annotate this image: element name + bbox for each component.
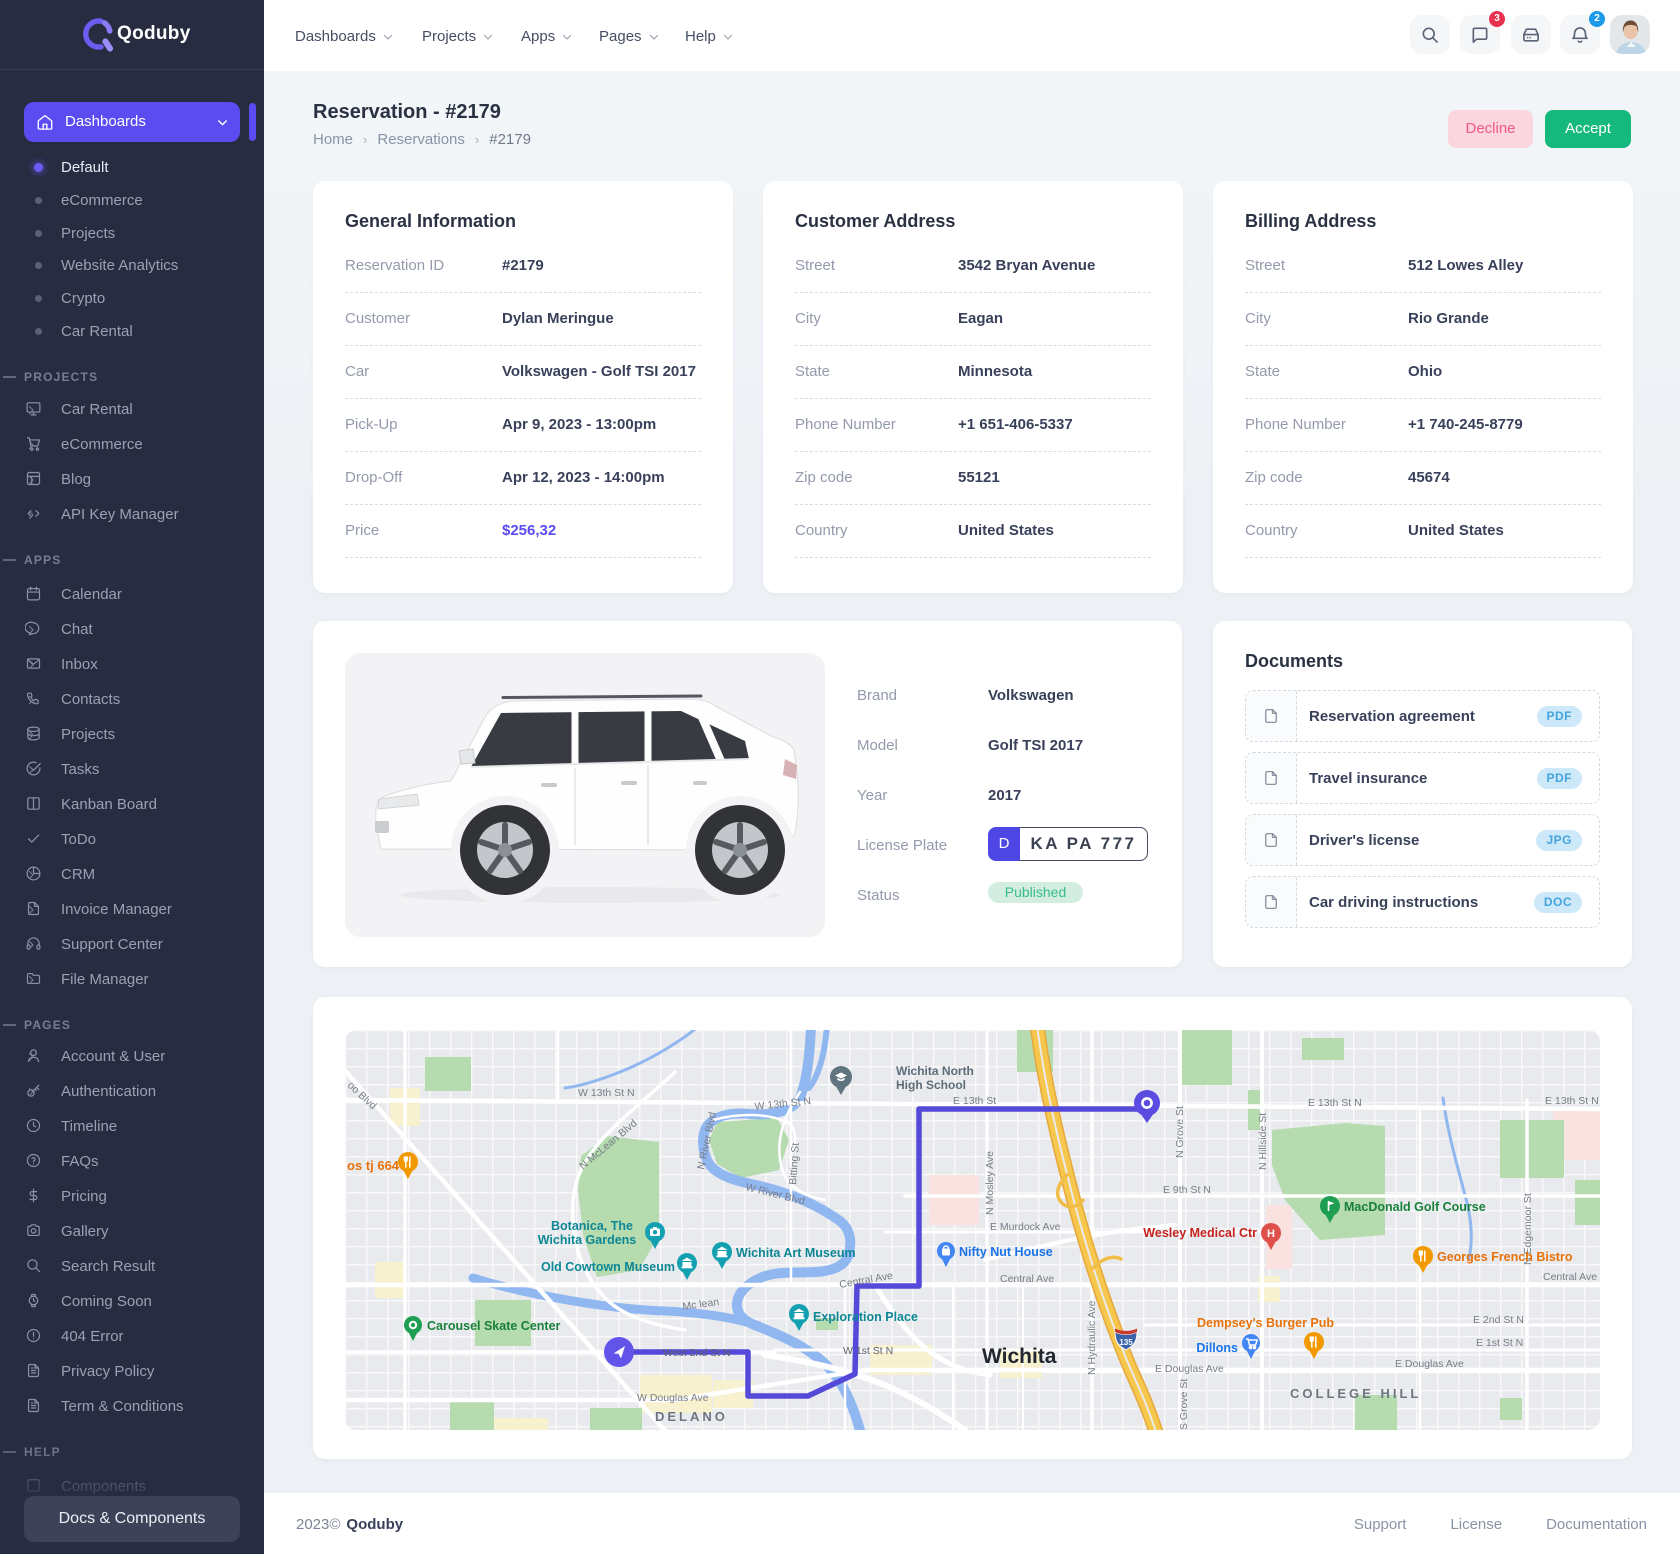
svg-text:135: 135	[1119, 1338, 1133, 1347]
svg-text:E 9th St N: E 9th St N	[1163, 1184, 1211, 1196]
svg-text:Wesley Medical Ctr: Wesley Medical Ctr	[1143, 1226, 1257, 1240]
svg-text:Wichita North: Wichita North	[896, 1064, 974, 1078]
svg-text:High School: High School	[896, 1078, 966, 1092]
svg-text:Georges French Bistro: Georges French Bistro	[1437, 1250, 1573, 1264]
svg-text:E 13th St: E 13th St	[953, 1095, 996, 1107]
svg-text:Central Ave: Central Ave	[1000, 1273, 1054, 1285]
svg-text:MacDonald Golf Course: MacDonald Golf Course	[1344, 1200, 1486, 1214]
svg-text:Exploration Place: Exploration Place	[813, 1310, 918, 1324]
svg-text:COLLEGE HILL: COLLEGE HILL	[1290, 1386, 1421, 1401]
svg-text:W 13th St N: W 13th St N	[578, 1087, 635, 1099]
svg-text:N Grove St: N Grove St	[1174, 1106, 1186, 1158]
svg-text:H: H	[1267, 1228, 1275, 1240]
svg-text:N Mosley Ave: N Mosley Ave	[984, 1151, 996, 1215]
svg-text:W Douglas Ave: W Douglas Ave	[637, 1392, 709, 1404]
svg-text:E 2nd St N: E 2nd St N	[1473, 1314, 1524, 1326]
svg-text:E Murdock Ave: E Murdock Ave	[990, 1221, 1061, 1233]
svg-text:E 13th St N: E 13th St N	[1545, 1095, 1599, 1107]
svg-text:Mc lean: Mc lean	[682, 1296, 720, 1313]
svg-text:W 1st St N: W 1st St N	[843, 1345, 893, 1357]
svg-text:Old Cowtown Museum: Old Cowtown Museum	[541, 1260, 675, 1274]
svg-text:Botanica, The: Botanica, The	[551, 1219, 633, 1233]
svg-text:W 13th St N: W 13th St N	[754, 1095, 812, 1113]
svg-text:West 2nd St N: West 2nd St N	[663, 1347, 731, 1359]
svg-text:N Hydraulic Ave: N Hydraulic Ave	[1086, 1300, 1098, 1375]
svg-text:E Douglas Ave: E Douglas Ave	[1155, 1363, 1224, 1375]
svg-text:Wichita Art Museum: Wichita Art Museum	[736, 1246, 856, 1260]
svg-text:Bitting St: Bitting St	[787, 1142, 802, 1185]
svg-text:DELANO: DELANO	[655, 1409, 728, 1424]
svg-text:Dempsey's Burger Pub: Dempsey's Burger Pub	[1197, 1316, 1334, 1330]
svg-text:Nifty Nut House: Nifty Nut House	[959, 1245, 1053, 1259]
svg-text:Dillons: Dillons	[1196, 1341, 1238, 1355]
svg-text:S Grove St: S Grove St	[1178, 1379, 1190, 1430]
svg-text:N Hillside St: N Hillside St	[1257, 1113, 1269, 1170]
svg-text:Carousel Skate Center: Carousel Skate Center	[427, 1319, 561, 1333]
svg-text:E 13th St N: E 13th St N	[1308, 1097, 1362, 1109]
svg-text:E Douglas Ave: E Douglas Ave	[1395, 1358, 1464, 1370]
svg-text:Wichita: Wichita	[982, 1345, 1057, 1368]
svg-text:N Edgemoor St: N Edgemoor St	[1522, 1193, 1534, 1265]
svg-text:Central Ave: Central Ave	[1543, 1271, 1597, 1283]
svg-text:E 1st St N: E 1st St N	[1476, 1337, 1523, 1349]
svg-text:Wichita Gardens: Wichita Gardens	[538, 1233, 637, 1247]
svg-text:os tj 664: os tj 664	[347, 1158, 400, 1173]
